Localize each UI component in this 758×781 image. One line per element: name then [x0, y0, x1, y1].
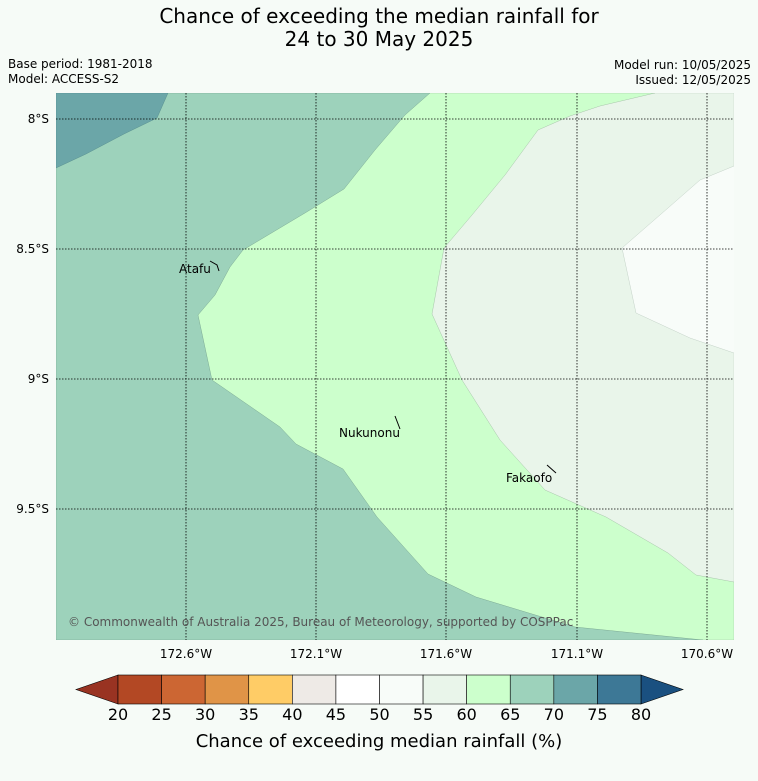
title-line-2: 24 to 30 May 2025 [284, 27, 474, 51]
lat-label-8-5s: 8.5°S [16, 242, 49, 256]
band-65-70 [56, 93, 704, 640]
lon-label-171-1w: 171.1°W [551, 647, 603, 661]
colorbar-tick-75: 75 [587, 705, 607, 724]
colorbar-tick-65: 65 [500, 705, 520, 724]
colorbar-segment-20-25 [117, 674, 162, 705]
colorbar-segment-35-40 [248, 674, 293, 705]
colorbar-segment-55-60 [422, 674, 467, 705]
colorbar-segment-25-30 [161, 674, 206, 705]
lat-label-8s: 8°S [28, 112, 49, 126]
colorbar-segment-75-80 [597, 674, 642, 705]
place-label-nukunonu: Nukunonu [339, 426, 400, 440]
colorbar-segment-30-35 [204, 674, 250, 705]
band-70-75 [56, 93, 169, 169]
colorbar-segment-45-50 [335, 674, 380, 705]
colorbar-tick-60: 60 [456, 705, 476, 724]
colorbar-tick-55: 55 [413, 705, 433, 724]
colorbar-segment-70-75 [553, 674, 598, 705]
lon-label-170-6w: 170.6°W [681, 647, 733, 661]
nukunonu-atoll-shape [394, 415, 401, 430]
colorbar-title: Chance of exceeding median rainfall (%) [196, 731, 563, 752]
colorbar-tick-80: 80 [631, 705, 651, 724]
lat-label-9s: 9°S [28, 372, 49, 386]
atolls [209, 260, 557, 474]
colorbar-tick-35: 35 [239, 705, 259, 724]
colorbar-tick-25: 25 [151, 705, 171, 724]
colorbar-extend-high [640, 674, 684, 705]
base-period: Base period: 1981-2018 [8, 57, 153, 71]
colorbar-tick-50: 50 [369, 705, 389, 724]
atafu-atoll-shape [209, 260, 220, 272]
graticule [56, 93, 734, 640]
lon-label-172-6w: 172.6°W [160, 647, 212, 661]
lat-label-9-5s: 9.5°S [16, 502, 49, 516]
model-name: Model: ACCESS-S2 [8, 72, 120, 86]
colorbar: 20 25 30 35 40 45 50 55 60 65 70 75 80 [75, 674, 684, 724]
place-label-fakaofo: Fakaofo [506, 471, 552, 485]
lon-axis-labels: 172.6°W 172.1°W 171.6°W 171.1°W 170.6°W [160, 647, 733, 661]
issued-date: Issued: 12/05/2025 [635, 73, 751, 87]
meta-left: Base period: 1981-2018 Model: ACCESS-S2 [8, 57, 153, 87]
title-line-1: Chance of exceeding the median rainfall … [159, 4, 599, 28]
lat-axis-labels: 8°S 8.5°S 9°S 9.5°S [16, 112, 49, 516]
colorbar-segment-60-65 [466, 674, 511, 705]
colorbar-tick-40: 40 [282, 705, 302, 724]
colorbar-tick-30: 30 [195, 705, 215, 724]
lon-label-172-1w: 172.1°W [290, 647, 342, 661]
colorbar-segment-65-70 [509, 674, 555, 705]
colorbar-tick-70: 70 [544, 705, 564, 724]
colorbar-tick-20: 20 [108, 705, 128, 724]
colorbar-segment-50-55 [379, 674, 424, 705]
colorbar-tick-45: 45 [326, 705, 346, 724]
model-run: Model run: 10/05/2025 [613, 58, 751, 72]
place-label-atafu: Atafu [179, 262, 211, 276]
map-area: Atafu Nukunonu Fakaofo © Commonwealth of… [56, 93, 734, 640]
lon-label-171-6w: 171.6°W [420, 647, 472, 661]
copyright-notice: © Commonwealth of Australia 2025, Bureau… [68, 615, 573, 629]
fakaofo-atoll-shape [546, 464, 557, 474]
colorbar-extend-low [75, 674, 119, 705]
meta-right: Model run: 10/05/2025 Issued: 12/05/2025 [614, 58, 751, 88]
map-title: Chance of exceeding the median rainfall … [0, 5, 758, 51]
colorbar-segment-40-45 [292, 674, 337, 705]
